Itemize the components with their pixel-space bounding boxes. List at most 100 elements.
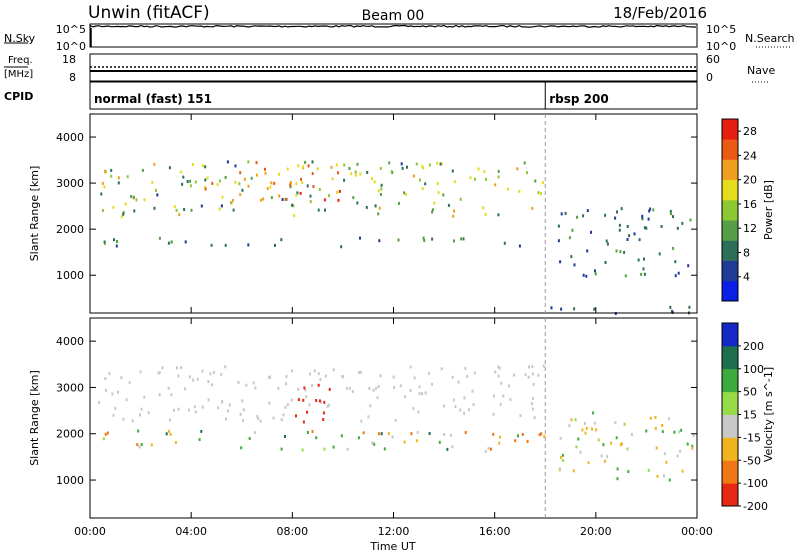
echo-cell bbox=[228, 403, 231, 407]
echo-cell bbox=[308, 403, 311, 407]
echo-cell bbox=[257, 417, 260, 421]
echo-cell bbox=[359, 236, 361, 240]
freq-panel-frame bbox=[89, 53, 698, 82]
echo-cell bbox=[671, 310, 674, 314]
echo-cell bbox=[453, 239, 455, 243]
echo-cell bbox=[593, 421, 596, 425]
echo-cell bbox=[689, 218, 692, 222]
echo-cell bbox=[274, 243, 276, 247]
feature-descending-echoes bbox=[557, 207, 692, 278]
heatmap-panel-velocity: 1000 2000 3000 4000 00:00 04:00 08:00 12:00 16:0… bbox=[28, 317, 775, 538]
echo-cell bbox=[252, 381, 255, 385]
echo-cell bbox=[217, 406, 220, 410]
echo-cell bbox=[301, 448, 304, 452]
echo-cell bbox=[377, 212, 380, 216]
echo-cell bbox=[147, 411, 150, 415]
echo-cell bbox=[531, 365, 534, 369]
echo-cell bbox=[318, 188, 321, 191]
echo-cell bbox=[661, 424, 664, 427]
echo-cell bbox=[604, 459, 606, 463]
echo-cell bbox=[615, 436, 618, 440]
panel-frame bbox=[89, 113, 698, 314]
echo-cell bbox=[668, 478, 671, 482]
echo-cell bbox=[167, 386, 170, 390]
echo-cell bbox=[531, 372, 534, 376]
echo-cell bbox=[335, 163, 338, 167]
echo-cell bbox=[592, 411, 595, 415]
colorbar-tick-label: -100 bbox=[743, 477, 768, 490]
echo-cell bbox=[101, 209, 104, 212]
echo-cell bbox=[138, 445, 141, 449]
echo-cell bbox=[531, 402, 533, 406]
echo-cell bbox=[431, 382, 433, 386]
echo-cell bbox=[641, 214, 644, 218]
echo-cell bbox=[532, 382, 535, 386]
echo-cell bbox=[619, 250, 622, 254]
echo-cell bbox=[210, 243, 213, 247]
echo-cell bbox=[207, 380, 210, 383]
y-tick-label: 3000 bbox=[56, 381, 84, 394]
echo-cell bbox=[200, 204, 203, 208]
y-tick-label: 4000 bbox=[56, 131, 84, 144]
echo-cell bbox=[409, 388, 412, 392]
echo-cell bbox=[624, 274, 627, 278]
echo-cell bbox=[415, 162, 418, 166]
echo-cell bbox=[584, 431, 587, 435]
echo-cell bbox=[531, 206, 534, 210]
x-tick-label: 16:00 bbox=[479, 525, 511, 538]
echo-cell bbox=[301, 181, 304, 184]
echo-cell bbox=[130, 194, 133, 198]
echo-cell bbox=[158, 236, 161, 240]
echo-cell bbox=[312, 185, 315, 188]
echo-cell bbox=[204, 165, 207, 169]
echo-cell bbox=[359, 172, 362, 176]
echo-cell bbox=[590, 230, 592, 234]
echo-cell bbox=[354, 170, 357, 174]
echo-cell bbox=[180, 170, 183, 174]
echo-cell bbox=[509, 398, 512, 401]
echo-cell bbox=[295, 193, 298, 197]
echo-cell bbox=[623, 250, 626, 254]
echo-cell bbox=[193, 405, 196, 409]
echo-cell bbox=[438, 440, 441, 444]
echo-cell bbox=[570, 255, 573, 259]
echo-cell bbox=[421, 187, 424, 191]
colorbar-swatch bbox=[722, 220, 738, 241]
echo-cell bbox=[380, 432, 383, 436]
echo-cell bbox=[585, 274, 588, 278]
echo-cell bbox=[226, 409, 229, 413]
echo-cell bbox=[494, 183, 497, 187]
echo-cell bbox=[421, 392, 424, 396]
echo-cell bbox=[581, 428, 584, 432]
echo-cell bbox=[313, 369, 316, 373]
echo-cell bbox=[378, 432, 381, 436]
echo-cell bbox=[300, 177, 302, 181]
echo-cell bbox=[534, 179, 537, 183]
colorbar-tick-label: 12 bbox=[743, 222, 757, 235]
echo-cell bbox=[437, 191, 440, 195]
echo-cell bbox=[352, 196, 355, 200]
echo-cell bbox=[669, 305, 672, 309]
echo-cell bbox=[104, 242, 106, 246]
echo-cell bbox=[320, 400, 322, 404]
echo-cell bbox=[297, 398, 300, 402]
echo-cell bbox=[668, 417, 670, 421]
echo-cell bbox=[284, 435, 286, 438]
echo-cell bbox=[204, 187, 207, 191]
echo-cell bbox=[451, 375, 454, 379]
echo-cell bbox=[264, 171, 267, 175]
echo-cell bbox=[373, 442, 376, 446]
echo-cell bbox=[492, 394, 495, 398]
echo-cell bbox=[293, 214, 296, 218]
echo-cell bbox=[198, 438, 201, 442]
echo-cell bbox=[500, 381, 503, 385]
echo-cell bbox=[323, 400, 326, 404]
echo-cell bbox=[117, 176, 120, 180]
echo-cell bbox=[497, 169, 500, 173]
echo-cell bbox=[264, 167, 266, 171]
echo-cell bbox=[297, 387, 300, 391]
echo-cell bbox=[674, 260, 677, 264]
echo-cell bbox=[316, 167, 319, 171]
echo-cell bbox=[518, 244, 521, 248]
echo-cell bbox=[619, 443, 622, 447]
